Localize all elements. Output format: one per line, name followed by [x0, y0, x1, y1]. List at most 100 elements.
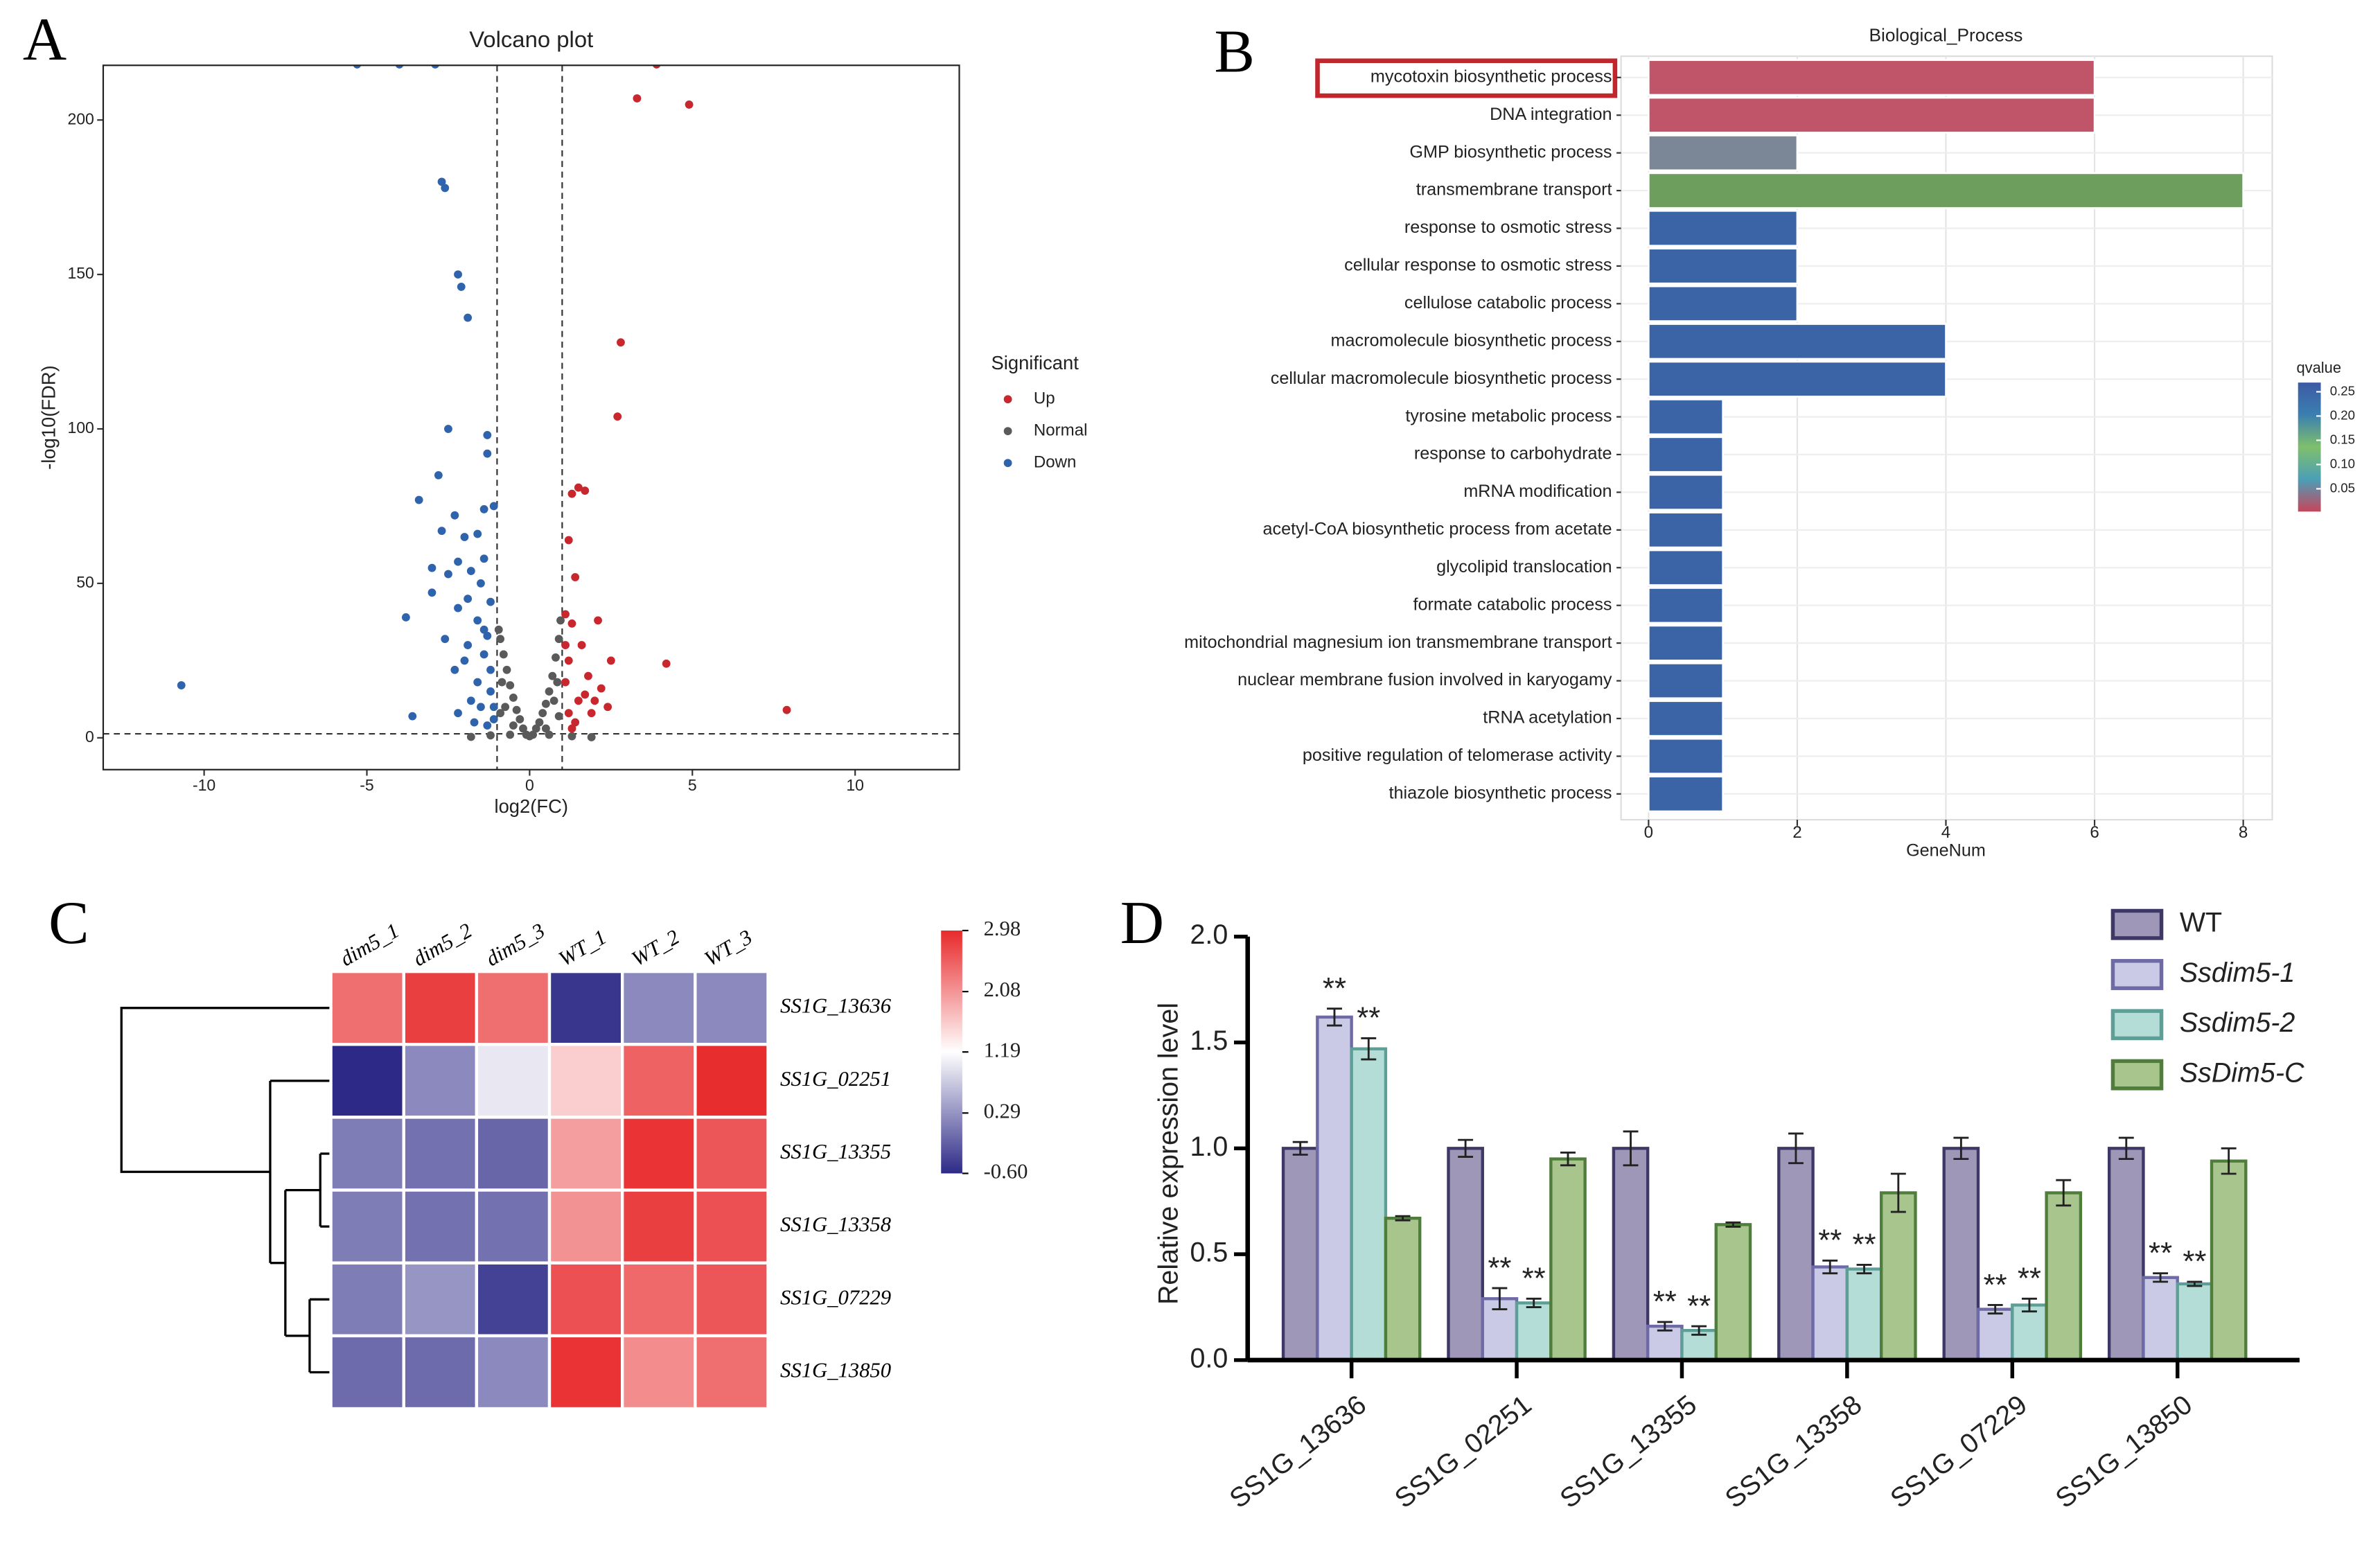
point: [617, 338, 625, 347]
heat-cell: [329, 1261, 405, 1338]
colorbar-tick-label: 1.19: [984, 1038, 1021, 1062]
point: [553, 678, 562, 687]
panel-letter: A: [23, 6, 67, 73]
bar: [1648, 662, 1724, 700]
chart-title: Biological_Process: [1869, 25, 2023, 46]
point: [466, 696, 475, 705]
colorbar-tick-label: 0.29: [984, 1099, 1021, 1122]
error-bar: [1492, 1287, 1508, 1311]
bar: [2210, 1159, 2248, 1362]
bar: [1976, 1307, 2014, 1362]
point: [552, 653, 560, 662]
error-bar: [1691, 1325, 1707, 1336]
point: [466, 732, 475, 741]
point: [574, 696, 583, 705]
error-bar: [2021, 1297, 2037, 1313]
point: [567, 732, 576, 741]
colorbar-tick-label: -0.60: [984, 1160, 1028, 1183]
significance-label: **: [1522, 1262, 1546, 1296]
point: [466, 567, 475, 576]
point: [590, 696, 599, 705]
point: [633, 94, 642, 103]
point: [564, 709, 573, 718]
point: [515, 715, 525, 724]
heat-cell: [620, 1043, 697, 1119]
point: [489, 502, 498, 511]
highlight-box: [1315, 58, 1618, 98]
point: [441, 184, 450, 193]
point: [574, 483, 583, 492]
heat-cell: [694, 1334, 770, 1411]
y-tick-label: 1.0: [1190, 1131, 1228, 1162]
point: [652, 65, 661, 69]
bar: [1648, 624, 1724, 662]
panel-letter: D: [1120, 889, 1164, 956]
panel-letter: C: [49, 889, 89, 956]
heat-cell: [547, 969, 624, 1046]
bar: [1879, 1191, 1917, 1362]
heat-cell: [329, 1043, 405, 1119]
colorbar-tick-label: 2.98: [984, 917, 1021, 940]
colorbar-tick-label: 0.25: [2330, 383, 2355, 398]
bar: [1515, 1301, 1553, 1362]
significance-label: **: [2149, 1236, 2172, 1270]
point: [519, 724, 527, 733]
y-tick-label: GMP biosynthetic process: [1409, 142, 1612, 161]
bar: [1648, 587, 1724, 624]
x-tick-label: 0: [525, 776, 534, 794]
point: [782, 705, 791, 714]
point: [499, 650, 508, 659]
point: [538, 709, 547, 718]
point: [554, 635, 563, 644]
heat-cell: [547, 1188, 624, 1265]
point: [464, 594, 473, 604]
point: [556, 616, 565, 625]
point: [501, 703, 510, 712]
dendrogram: [120, 1007, 331, 1374]
point: [497, 678, 506, 687]
heat-cell: [329, 1334, 405, 1411]
point: [529, 730, 538, 739]
bar: [1648, 134, 1799, 172]
heat-cell: [475, 969, 552, 1046]
legend-swatch: [2110, 959, 2164, 990]
y-tick-label: nuclear membrane fusion involved in kary…: [1237, 670, 1612, 689]
point: [460, 533, 469, 541]
point: [353, 65, 362, 69]
point: [506, 681, 515, 689]
error-bar: [1560, 1152, 1576, 1167]
bar: [1612, 1147, 1650, 1362]
point: [470, 718, 479, 727]
point: [414, 495, 423, 504]
y-tick-label: mycotoxin biosynthetic process: [1370, 67, 1612, 86]
bar: [2011, 1303, 2048, 1362]
heat-cell: [475, 1043, 552, 1119]
point: [567, 724, 576, 733]
bar: [1447, 1147, 1484, 1362]
heat-cell: [620, 1261, 697, 1338]
significance-label: **: [1488, 1251, 1511, 1285]
point: [587, 709, 596, 718]
x-tick-label: 0: [1644, 823, 1653, 842]
legend-label: WT: [2180, 908, 2222, 938]
point: [603, 703, 612, 712]
bar: [1648, 360, 1947, 398]
y-tick-label: 0: [85, 728, 94, 746]
error-bar: [1361, 1037, 1377, 1061]
legend-swatch: [2110, 908, 2164, 940]
bar: [1648, 96, 2096, 134]
heat-cell: [475, 1116, 552, 1192]
point: [581, 486, 590, 495]
point: [577, 641, 586, 650]
bar: [1648, 549, 1724, 586]
point: [437, 177, 446, 186]
point: [473, 678, 482, 687]
point: [483, 631, 492, 640]
heat-cell: [329, 1188, 405, 1265]
point: [450, 665, 459, 674]
panel-letter: B: [1215, 17, 1255, 85]
y-tick-label: mRNA modification: [1463, 482, 1612, 501]
point: [473, 616, 482, 625]
point: [509, 693, 518, 702]
point: [486, 687, 495, 696]
